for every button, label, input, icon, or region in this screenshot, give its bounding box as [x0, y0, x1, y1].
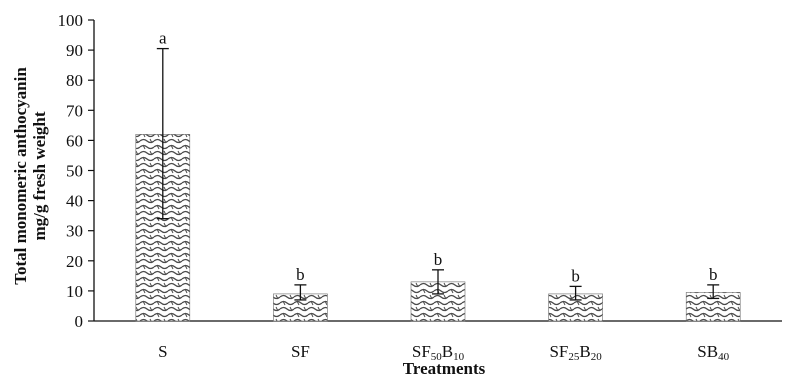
x-tick-label: SF	[291, 342, 310, 361]
y-tick-label: 40	[66, 192, 83, 211]
y-tick-label: 10	[66, 282, 83, 301]
x-tick-label: S	[158, 342, 167, 361]
x-axis-title: Treatments	[403, 359, 486, 378]
x-tick-label: SB40	[697, 342, 729, 363]
significance-letter: b	[296, 265, 305, 284]
y-tick-label: 90	[66, 41, 83, 60]
y-axis-title-line-2: mg/g fresh weight	[30, 111, 49, 240]
y-tick-label: 20	[66, 252, 83, 271]
y-tick-label: 50	[66, 162, 83, 181]
x-tick-label: SF50B10	[412, 342, 465, 363]
y-tick-label: 100	[58, 11, 84, 30]
y-tick-label: 80	[66, 71, 83, 90]
y-tick-label: 70	[66, 101, 83, 120]
significance-letter: b	[709, 265, 718, 284]
plot-area: 0 10 20 30 40 50 60 70 80 90 100 a Sb SF b SF50B10 b SF25…	[58, 11, 782, 363]
significance-letter: b	[434, 250, 443, 269]
y-tick-label: 0	[75, 312, 84, 331]
y-tick-label: 30	[66, 222, 83, 241]
y-tick-label: 60	[66, 131, 83, 150]
significance-letter: a	[159, 29, 167, 48]
y-axis-title-line-1: Total monomeric anthocyanin	[11, 67, 30, 285]
x-tick-label: SF25B20	[549, 342, 602, 363]
significance-letter: b	[571, 266, 580, 285]
